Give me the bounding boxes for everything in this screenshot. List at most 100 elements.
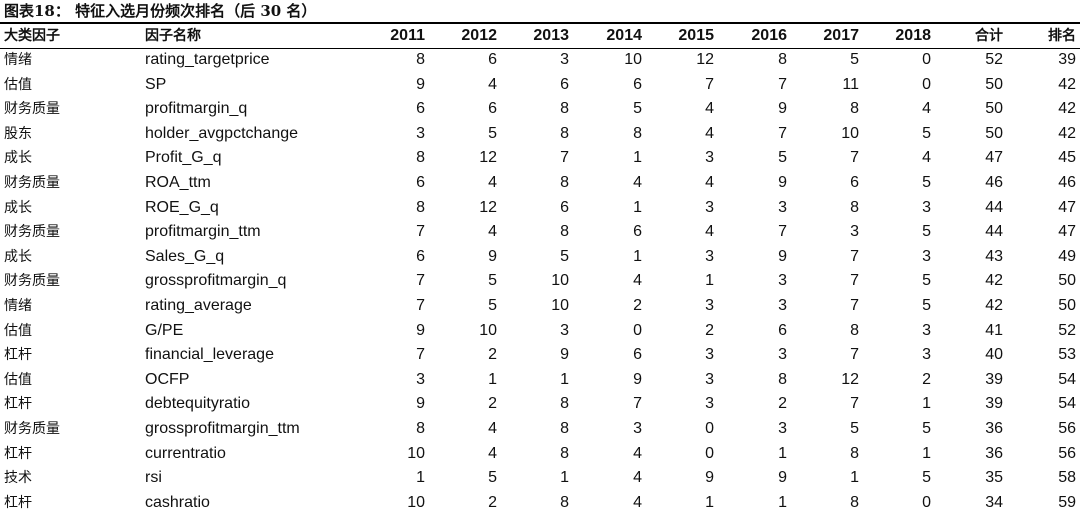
year-value-cell: 9 <box>560 346 569 364</box>
year-value-cell: 5 <box>633 100 642 118</box>
rank-cell: 56 <box>1058 444 1076 462</box>
year-value-cell: 3 <box>560 321 569 339</box>
year-value-cell: 8 <box>560 419 569 437</box>
year-value-cell: 8 <box>560 444 569 462</box>
factor-name-cell: profitmargin_ttm <box>145 223 261 241</box>
table-row: 情绪 rating_average 7 5 10 2 3 3 7 5 42 50 <box>0 294 1080 319</box>
year-value-cell: 3 <box>705 149 714 167</box>
year-value-cell: 5 <box>922 469 931 487</box>
year-value-cell: 12 <box>479 149 497 167</box>
table-row: 成长 Sales_G_q 6 9 5 1 3 9 7 3 43 49 <box>0 245 1080 270</box>
year-value-cell: 8 <box>560 173 569 191</box>
total-cell: 46 <box>985 173 1003 191</box>
rank-cell: 47 <box>1058 223 1076 241</box>
total-cell: 47 <box>985 149 1003 167</box>
table-row: 杠杆 cashratio 10 2 8 4 1 1 8 0 34 59 <box>0 491 1080 516</box>
category-cell: 杠杆 <box>4 445 32 462</box>
total-cell: 42 <box>985 272 1003 290</box>
total-cell: 35 <box>985 469 1003 487</box>
factor-name-cell: SP <box>145 75 167 93</box>
year-value-cell: 6 <box>488 100 497 118</box>
rank-cell: 39 <box>1058 51 1076 68</box>
year-value-cell: 3 <box>778 272 787 290</box>
year-value-cell: 3 <box>416 370 425 388</box>
year-value-cell: 0 <box>705 419 714 437</box>
year-value-cell: 1 <box>416 469 425 487</box>
year-value-cell: 8 <box>850 444 859 462</box>
factor-name-cell: ROA_ttm <box>145 173 211 191</box>
header-year: 2011 <box>390 27 425 44</box>
year-value-cell: 9 <box>633 370 642 388</box>
total-cell: 41 <box>985 321 1003 339</box>
year-value-cell: 5 <box>488 296 497 314</box>
year-value-cell: 6 <box>416 100 425 118</box>
year-value-cell: 7 <box>850 272 859 290</box>
year-value-cell: 1 <box>922 444 931 462</box>
rank-cell: 42 <box>1058 75 1076 93</box>
year-value-cell: 6 <box>488 51 497 68</box>
category-cell: 成长 <box>4 150 32 167</box>
table-row: 财务质量 grossprofitmargin_q 7 5 10 4 1 3 7 5 42 50 <box>0 269 1080 294</box>
year-value-cell: 4 <box>633 444 642 462</box>
header-year: 2017 <box>823 27 859 44</box>
year-value-cell: 1 <box>633 198 642 216</box>
total-cell: 39 <box>985 370 1003 388</box>
year-value-cell: 10 <box>479 321 497 339</box>
category-cell: 情绪 <box>4 52 32 68</box>
year-value-cell: 1 <box>922 395 931 413</box>
total-cell: 50 <box>985 124 1003 142</box>
year-value-cell: 12 <box>479 198 497 216</box>
year-value-cell: 12 <box>841 370 859 388</box>
year-value-cell: 2 <box>633 296 642 314</box>
header-year: 2016 <box>751 27 787 44</box>
year-value-cell: 10 <box>551 272 569 290</box>
category-cell: 股东 <box>4 125 32 142</box>
year-value-cell: 8 <box>560 124 569 142</box>
year-value-cell: 7 <box>705 75 714 93</box>
year-value-cell: 4 <box>705 124 714 142</box>
year-value-cell: 3 <box>778 346 787 364</box>
year-value-cell: 4 <box>705 173 714 191</box>
year-value-cell: 1 <box>705 493 714 511</box>
year-value-cell: 5 <box>922 124 931 142</box>
table-row: 估值 OCFP 3 1 1 9 3 8 12 2 39 54 <box>0 368 1080 393</box>
table-row: 技术 rsi 1 5 1 4 9 9 1 5 35 58 <box>0 466 1080 491</box>
year-value-cell: 8 <box>850 493 859 511</box>
year-value-cell: 9 <box>416 395 425 413</box>
year-value-cell: 3 <box>705 346 714 364</box>
year-value-cell: 9 <box>705 469 714 487</box>
year-value-cell: 5 <box>488 469 497 487</box>
total-cell: 43 <box>985 247 1003 265</box>
header-year: 2018 <box>895 27 931 44</box>
year-value-cell: 4 <box>633 173 642 191</box>
year-value-cell: 4 <box>705 100 714 118</box>
rank-cell: 42 <box>1058 124 1076 142</box>
table-row: 估值 G/PE 9 10 3 0 2 6 8 3 41 52 <box>0 319 1080 344</box>
year-value-cell: 8 <box>633 124 642 142</box>
year-value-cell: 7 <box>560 149 569 167</box>
year-value-cell: 5 <box>922 223 931 241</box>
category-cell: 估值 <box>4 76 32 93</box>
year-value-cell: 2 <box>705 321 714 339</box>
year-value-cell: 4 <box>488 223 497 241</box>
category-cell: 杠杆 <box>4 396 32 413</box>
year-value-cell: 3 <box>633 419 642 437</box>
year-value-cell: 7 <box>850 296 859 314</box>
year-value-cell: 6 <box>560 75 569 93</box>
year-value-cell: 2 <box>922 370 931 388</box>
header-row: 大类因子 因子名称 2011 2012 2013 2014 2015 2016 … <box>0 24 1080 48</box>
table-row: 财务质量 grossprofitmargin_ttm 8 4 8 3 0 3 5 5 36 56 <box>0 417 1080 442</box>
header-category: 大类因子 <box>4 28 60 44</box>
year-value-cell: 11 <box>842 75 859 93</box>
rank-cell: 46 <box>1058 173 1076 191</box>
year-value-cell: 6 <box>633 75 642 93</box>
year-value-cell: 7 <box>778 223 787 241</box>
year-value-cell: 8 <box>850 198 859 216</box>
category-cell: 杠杆 <box>4 494 32 511</box>
table-row: 杠杆 financial_leverage 7 2 9 6 3 3 7 3 40 53 <box>0 343 1080 368</box>
year-value-cell: 4 <box>488 75 497 93</box>
year-value-cell: 7 <box>416 223 425 241</box>
year-value-cell: 2 <box>488 493 497 511</box>
year-value-cell: 3 <box>705 395 714 413</box>
header-rule <box>0 48 1080 49</box>
